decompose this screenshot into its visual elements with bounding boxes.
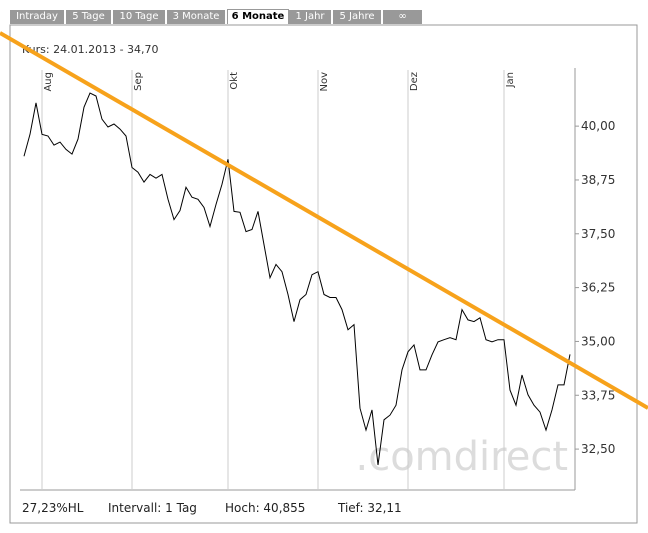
tab[interactable]: 5 Tage (66, 10, 111, 24)
tab[interactable]: 3 Monate (167, 10, 225, 24)
footer-stat: Hoch: 40,855 (225, 501, 305, 515)
footer-stat: 27,23%HL (22, 501, 84, 515)
y-tick-label: 38,75 (581, 173, 615, 187)
y-tick-label: 36,25 (581, 281, 615, 295)
tab[interactable]: 6 Monate (227, 9, 289, 24)
x-tick-label: Sep (133, 72, 144, 91)
tab[interactable]: 5 Jahre (333, 10, 381, 24)
y-tick-label: 37,50 (581, 227, 615, 241)
tab[interactable]: Intraday (10, 10, 64, 24)
price-line (23, 92, 571, 466)
trend-line (0, 31, 648, 410)
subtitle: Kurs: 24.01.2013 - 34,70 (22, 43, 159, 56)
tab[interactable]: 1 Jahr (289, 10, 331, 24)
frame (9, 24, 638, 524)
footer-stat: Intervall: 1 Tag (108, 501, 197, 515)
y-tick-label: 40,00 (581, 119, 615, 133)
tab[interactable]: ∞ (383, 10, 422, 24)
x-tick-label: Jan (505, 72, 516, 88)
x-tick-label: Okt (229, 72, 240, 90)
footer-stat: Tief: 32,11 (337, 501, 402, 515)
y-tick-label: 35,00 (581, 334, 615, 348)
y-tick-label: 32,50 (581, 442, 615, 456)
x-tick-label: Aug (43, 72, 54, 92)
x-tick-label: Nov (319, 72, 330, 92)
y-tick-label: 33,75 (581, 388, 615, 402)
x-tick-label: Dez (409, 72, 420, 91)
watermark: .comdirect (356, 434, 569, 480)
tab[interactable]: 10 Tage (113, 10, 165, 24)
